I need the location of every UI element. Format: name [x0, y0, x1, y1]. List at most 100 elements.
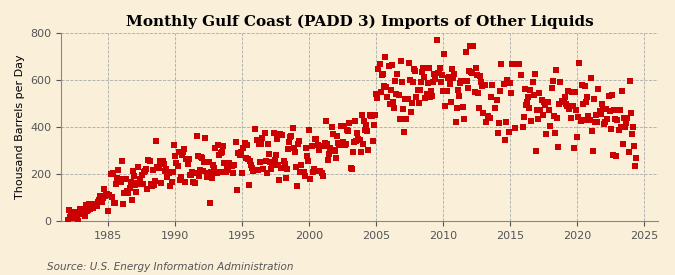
Point — [319, 141, 330, 145]
Point — [314, 148, 325, 153]
Point — [429, 72, 439, 76]
Point — [367, 114, 377, 118]
Point — [612, 118, 623, 122]
Point — [358, 119, 369, 123]
Point — [580, 84, 591, 89]
Point — [580, 100, 591, 104]
Point — [319, 144, 329, 148]
Point — [274, 177, 285, 182]
Point — [148, 183, 159, 188]
Point — [478, 111, 489, 115]
Point — [213, 143, 223, 147]
Point — [529, 93, 539, 97]
Point — [375, 90, 386, 94]
Point — [597, 107, 608, 111]
Point — [546, 86, 557, 91]
Point — [65, 215, 76, 219]
Point — [346, 166, 357, 171]
Point — [101, 192, 111, 197]
Point — [631, 155, 642, 160]
Point — [143, 158, 154, 163]
Point — [406, 101, 417, 106]
Point — [545, 124, 556, 128]
Point — [215, 169, 225, 174]
Point — [576, 83, 587, 87]
Point — [562, 103, 572, 108]
Point — [178, 150, 188, 154]
Point — [286, 134, 297, 138]
Point — [172, 164, 183, 168]
Point — [170, 153, 181, 158]
Point — [72, 213, 82, 217]
Point — [572, 135, 583, 139]
Point — [614, 108, 625, 112]
Point — [348, 150, 358, 155]
Point — [194, 168, 205, 172]
Point — [315, 169, 326, 174]
Point — [250, 168, 261, 172]
Point — [155, 181, 166, 186]
Point — [261, 159, 271, 163]
Point — [157, 159, 168, 163]
Point — [335, 123, 346, 128]
Point — [80, 203, 91, 207]
Point — [74, 211, 84, 216]
Point — [433, 71, 444, 75]
Point — [151, 139, 162, 143]
Point — [341, 142, 352, 146]
Point — [350, 119, 360, 123]
Point — [86, 202, 97, 207]
Point — [196, 156, 207, 160]
Point — [70, 209, 81, 214]
Point — [534, 91, 545, 95]
Point — [459, 117, 470, 122]
Point — [513, 62, 524, 66]
Point — [556, 99, 567, 103]
Point — [373, 67, 384, 72]
Point — [383, 64, 394, 68]
Point — [324, 152, 335, 156]
Point — [138, 169, 149, 174]
Point — [452, 88, 463, 92]
Point — [95, 194, 106, 198]
Point — [283, 147, 294, 152]
Point — [362, 129, 373, 133]
Point — [575, 119, 586, 123]
Point — [83, 207, 94, 212]
Point — [119, 190, 130, 195]
Point — [174, 178, 185, 183]
Point — [527, 80, 538, 85]
Point — [558, 100, 569, 104]
Point — [128, 168, 138, 173]
Point — [539, 100, 549, 104]
Point — [577, 102, 588, 106]
Point — [267, 163, 278, 167]
Point — [229, 163, 240, 167]
Point — [165, 169, 176, 174]
Point — [161, 167, 171, 171]
Point — [447, 66, 458, 71]
Point — [186, 170, 197, 174]
Point — [510, 125, 520, 130]
Point — [135, 182, 146, 186]
Point — [68, 216, 78, 220]
Point — [141, 167, 152, 172]
Point — [232, 151, 243, 155]
Point — [176, 175, 186, 179]
Point — [441, 89, 452, 94]
Point — [302, 153, 313, 158]
Point — [412, 88, 423, 92]
Point — [449, 72, 460, 76]
Point — [549, 131, 560, 135]
Point — [608, 152, 618, 157]
Point — [419, 75, 430, 79]
Point — [312, 169, 323, 174]
Point — [468, 44, 479, 48]
Point — [587, 148, 598, 153]
Point — [361, 123, 372, 127]
Point — [182, 161, 193, 166]
Point — [167, 170, 178, 174]
Point — [332, 134, 343, 139]
Point — [239, 141, 250, 145]
Point — [155, 159, 165, 163]
